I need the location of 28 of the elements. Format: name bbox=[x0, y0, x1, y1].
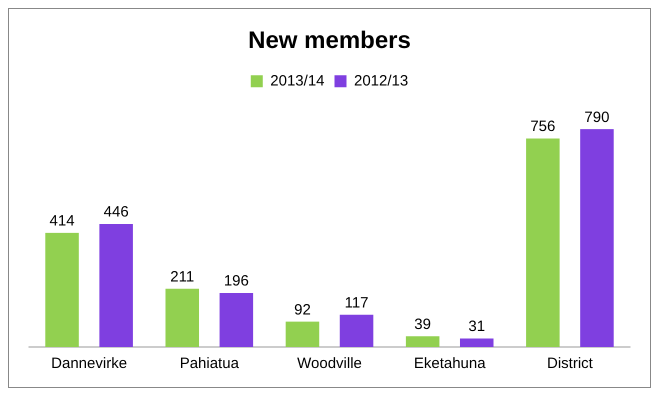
bar bbox=[99, 224, 133, 347]
data-label: 414 bbox=[50, 212, 75, 230]
x-tick-label: Pahiatua bbox=[180, 355, 240, 372]
bar bbox=[220, 292, 254, 347]
bar bbox=[165, 288, 200, 347]
x-tick-label: Woodville bbox=[297, 355, 362, 372]
bar bbox=[286, 322, 320, 347]
bar bbox=[526, 138, 560, 347]
data-label: 39 bbox=[414, 316, 431, 333]
bar bbox=[580, 129, 614, 347]
legend-label: 2013/14 bbox=[270, 72, 325, 90]
bar bbox=[340, 314, 374, 347]
x-tick-label: Dannevirke bbox=[51, 355, 128, 372]
data-label: 31 bbox=[468, 318, 486, 336]
data-label: 117 bbox=[344, 294, 369, 312]
bar bbox=[460, 338, 494, 347]
bar bbox=[45, 232, 79, 347]
data-label: 756 bbox=[530, 118, 556, 136]
chart-title: New members bbox=[248, 27, 411, 54]
x-tick-label: Eketahuna bbox=[414, 355, 486, 372]
data-label: 446 bbox=[104, 204, 129, 221]
legend-label: 2012/13 bbox=[354, 72, 408, 90]
data-label: 790 bbox=[584, 108, 610, 126]
data-label: 211 bbox=[170, 268, 194, 286]
data-label: 92 bbox=[294, 301, 311, 318]
bar bbox=[406, 336, 440, 347]
x-tick-label: District bbox=[546, 355, 594, 372]
data-label: 196 bbox=[224, 272, 249, 290]
